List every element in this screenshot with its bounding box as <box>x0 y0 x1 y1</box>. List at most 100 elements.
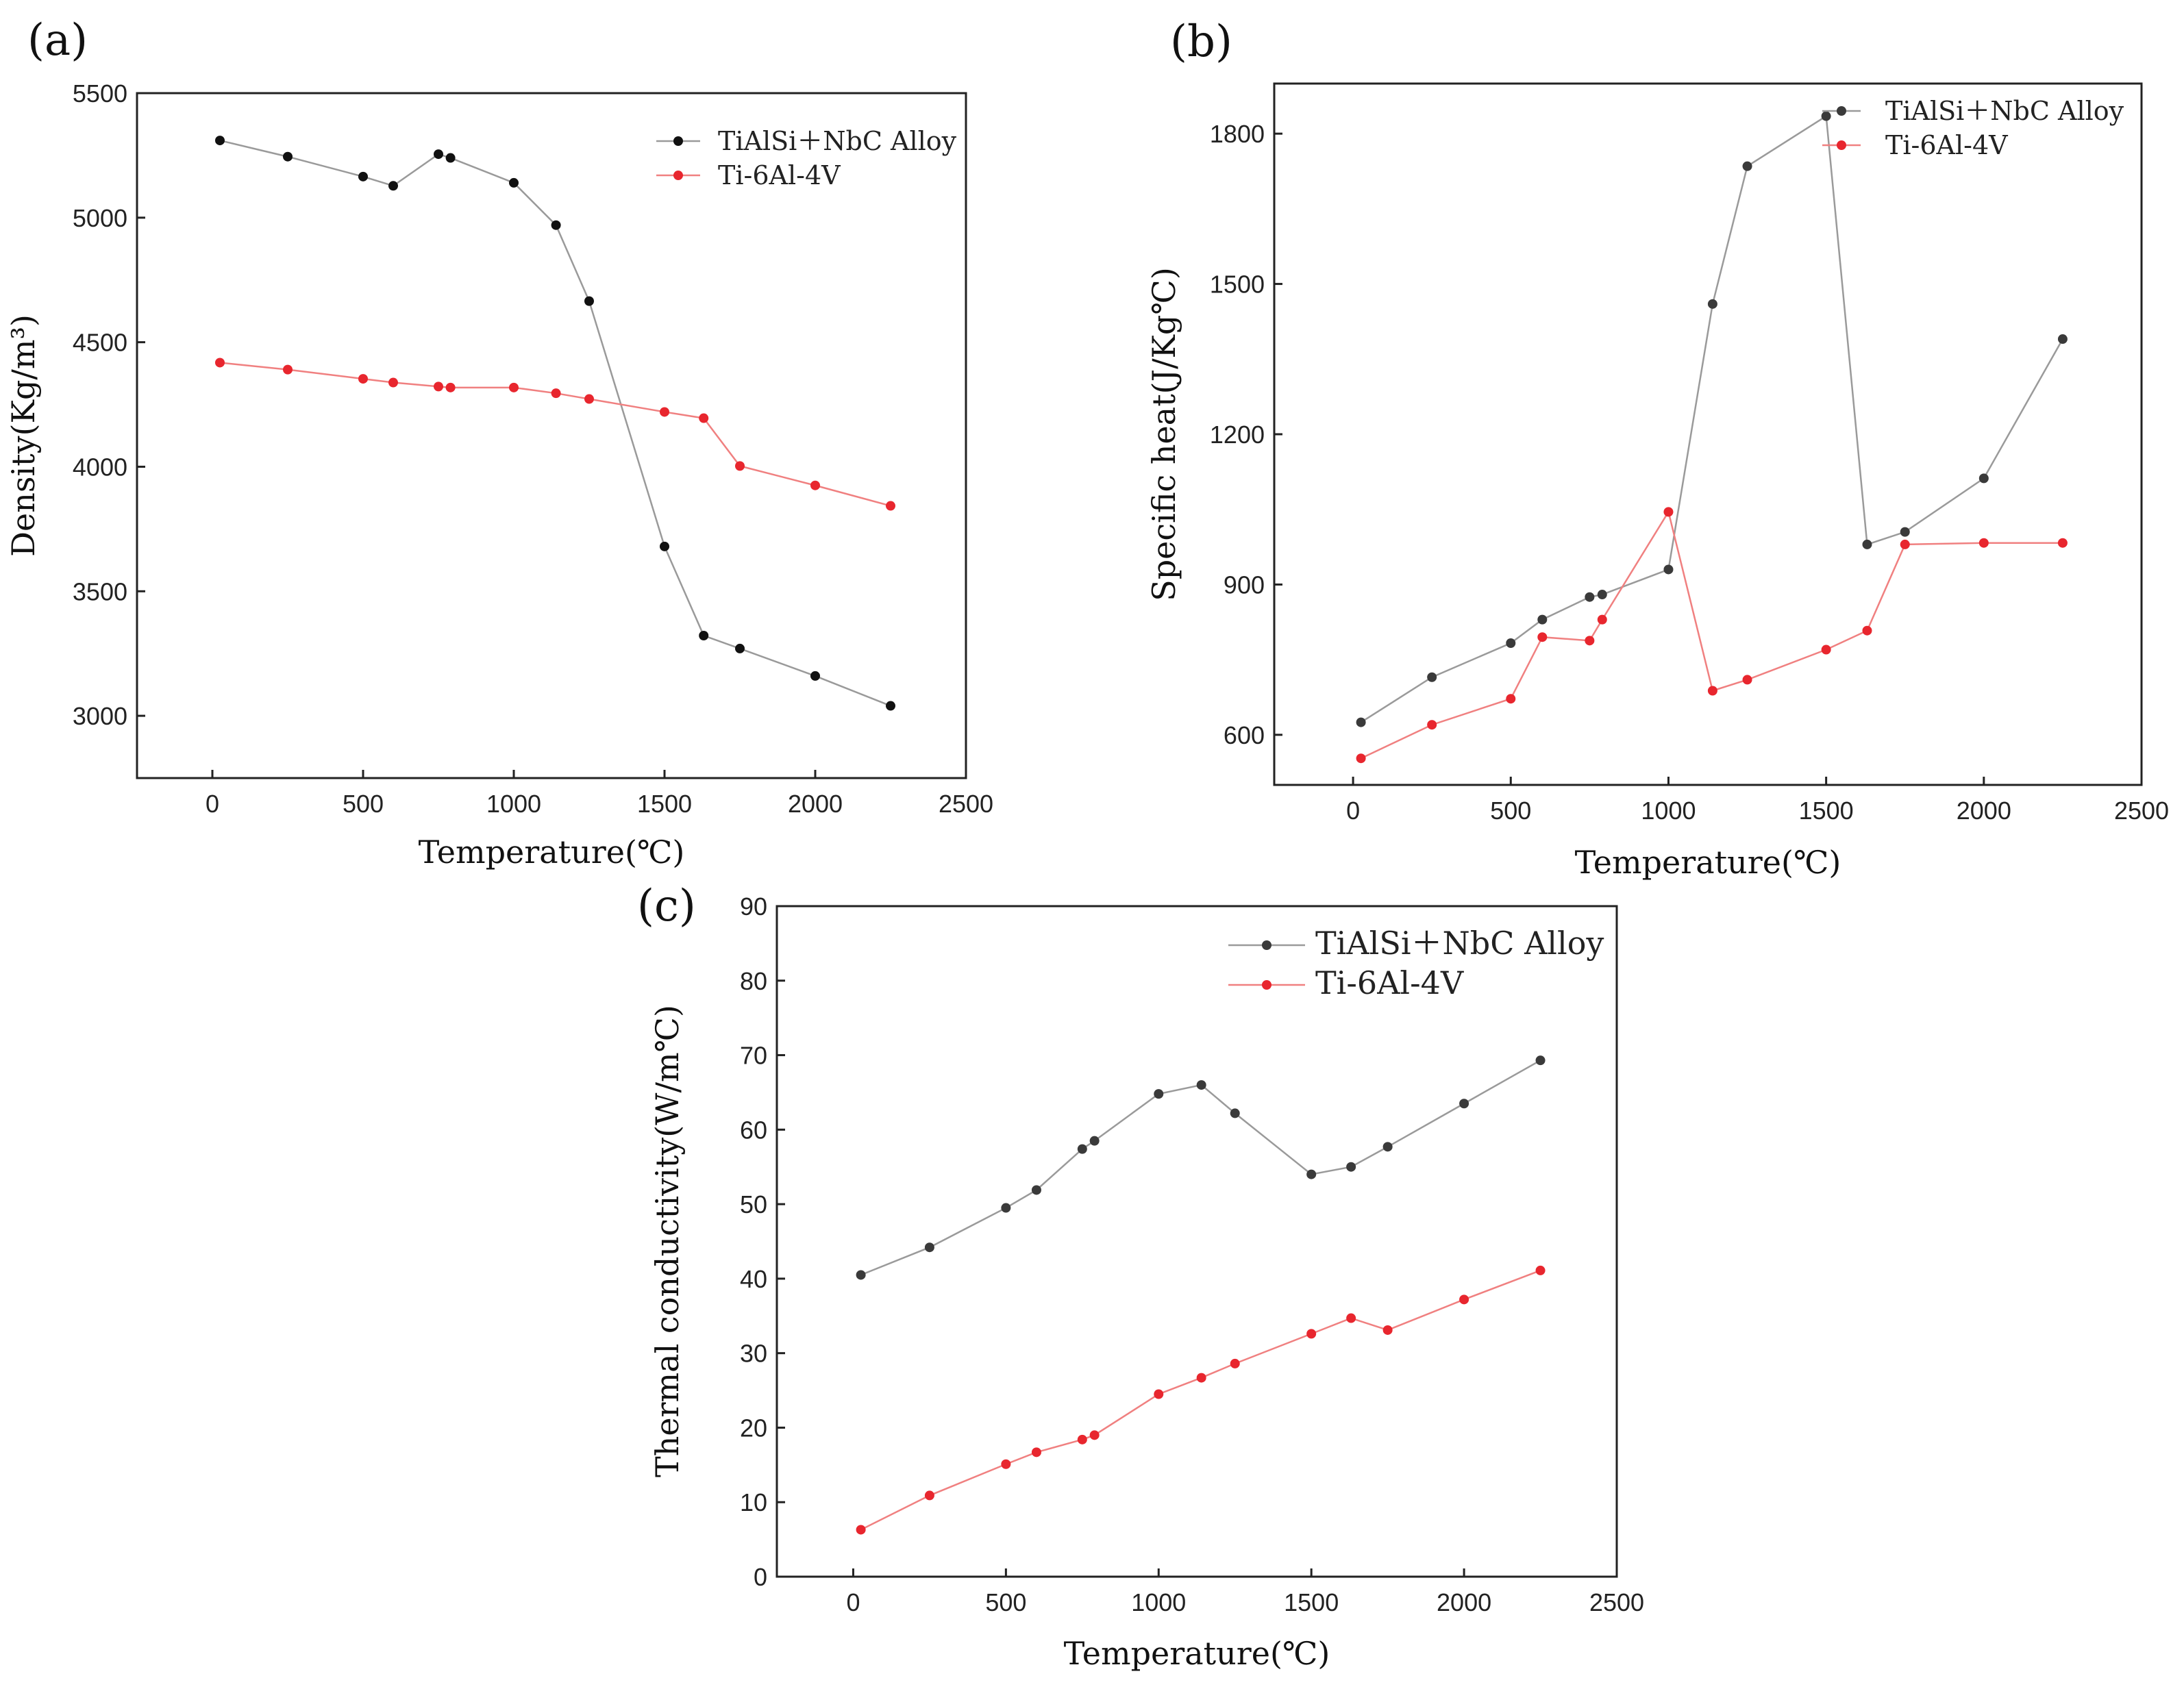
data-point-tialsi-nbc <box>924 1242 934 1253</box>
data-point-tialsi-nbc <box>283 151 293 162</box>
data-point-tialsi-nbc <box>1459 1099 1469 1109</box>
y-tick-label: 20 <box>740 1414 767 1442</box>
x-tick-label: 1500 <box>1284 1588 1339 1616</box>
data-point-tialsi-nbc <box>1862 539 1872 549</box>
y-tick-label: 4000 <box>73 453 127 481</box>
data-point-ti6al4v <box>1089 1430 1100 1440</box>
data-point-tialsi-nbc <box>1089 1136 1100 1146</box>
data-point-tialsi-nbc <box>699 631 709 640</box>
x-tick-label: 500 <box>985 1588 1026 1616</box>
data-point-ti6al4v <box>1031 1447 1041 1457</box>
panel-label: (a) <box>27 15 88 66</box>
y-tick-label: 600 <box>1224 721 1265 749</box>
y-tick-label: 3500 <box>73 577 127 605</box>
data-point-ti6al4v <box>1306 1329 1317 1339</box>
data-point-tialsi-nbc <box>1154 1089 1164 1099</box>
legend-label: TiAlSi＋NbC Alloy <box>1315 925 1604 962</box>
data-point-tialsi-nbc <box>509 177 519 188</box>
legend-label: TiAlSi＋NbC Alloy <box>718 126 957 156</box>
x-tick-label: 500 <box>1490 797 1531 825</box>
data-point-tialsi-nbc <box>1978 473 1989 484</box>
data-point-tialsi-nbc <box>551 220 561 230</box>
panel-label: (c) <box>637 881 696 931</box>
data-point-tialsi-nbc <box>388 181 398 191</box>
data-point-tialsi-nbc <box>1597 590 1607 600</box>
data-point-tialsi-nbc <box>1707 299 1717 309</box>
panel-c: 0 500 1000 1500 2000 2500 0 10 20 30 40 50 60 70 80 90 T… <box>637 881 1644 1672</box>
x-axis-title: Temperature(℃) <box>1064 1635 1330 1672</box>
data-point-tialsi-nbc <box>1001 1203 1011 1213</box>
data-point-ti6al4v <box>856 1525 866 1535</box>
y-axis-title: Specific heat(J/Kg℃) <box>1145 267 1182 601</box>
data-point-ti6al4v <box>1506 694 1516 704</box>
data-point-ti6al4v <box>1535 1265 1546 1275</box>
legend-marker <box>1262 980 1271 990</box>
x-tick-label: 1000 <box>1131 1588 1186 1616</box>
data-point-ti6al4v <box>2057 538 2068 548</box>
data-point-tialsi-nbc <box>1077 1144 1087 1154</box>
series-line-tialsi-nbc <box>1360 114 2063 723</box>
data-point-tialsi-nbc <box>1031 1185 1041 1195</box>
y-tick-label: 3000 <box>73 702 127 730</box>
x-axis-title: Temperature(℃) <box>419 834 685 871</box>
y-tick-label: 80 <box>740 967 767 995</box>
data-point-tialsi-nbc <box>856 1270 866 1280</box>
series-line-tialsi-nbc <box>860 1060 1541 1276</box>
data-point-ti6al4v <box>1346 1313 1356 1323</box>
data-point-ti6al4v <box>924 1490 934 1501</box>
x-tick-label: 1000 <box>486 790 541 818</box>
series-line-ti6al4v <box>860 1269 1541 1531</box>
data-point-ti6al4v <box>1230 1358 1240 1368</box>
data-point-ti6al4v <box>1356 753 1366 764</box>
data-point-ti6al4v <box>1427 720 1437 730</box>
data-point-ti6al4v <box>1001 1459 1011 1469</box>
data-point-tialsi-nbc <box>1356 717 1366 727</box>
data-point-tialsi-nbc <box>1663 564 1674 575</box>
data-point-tialsi-nbc <box>1537 614 1548 625</box>
data-point-ti6al4v <box>660 407 669 417</box>
x-tick-label: 0 <box>1346 797 1360 825</box>
y-tick-label: 1200 <box>1210 421 1265 449</box>
y-axis-title: Density(Kg/m³) <box>5 314 42 557</box>
plot-frame <box>136 92 967 779</box>
data-point-ti6al4v <box>735 461 745 471</box>
y-tick-label: 5000 <box>73 204 127 232</box>
data-point-tialsi-nbc <box>1427 672 1437 682</box>
x-tick-label: 1500 <box>637 790 692 818</box>
data-point-ti6al4v <box>1707 686 1717 696</box>
y-tick-label: 0 <box>754 1563 767 1591</box>
data-point-ti6al4v <box>551 388 561 399</box>
y-axis-title: Thermal conductivity(W/m℃) <box>649 1005 686 1477</box>
data-point-ti6al4v <box>699 413 709 423</box>
data-point-tialsi-nbc <box>1382 1142 1393 1152</box>
data-point-ti6al4v <box>584 394 594 404</box>
data-point-ti6al4v <box>388 377 398 388</box>
plot-frame <box>775 905 1618 1578</box>
y-tick-label: 900 <box>1224 571 1265 599</box>
data-point-tialsi-nbc <box>434 149 443 160</box>
y-tick-label: 90 <box>740 892 767 921</box>
data-point-tialsi-nbc <box>886 701 895 711</box>
data-point-ti6al4v <box>1862 625 1872 636</box>
data-point-tialsi-nbc <box>1346 1162 1356 1172</box>
x-tick-label: 500 <box>343 790 384 818</box>
data-point-tialsi-nbc <box>1306 1169 1317 1179</box>
data-point-ti6al4v <box>1978 538 1989 548</box>
y-tick-label: 70 <box>740 1042 767 1070</box>
x-tick-label: 0 <box>846 1588 860 1616</box>
y-tick-label: 10 <box>740 1488 767 1516</box>
data-point-tialsi-nbc <box>660 541 669 551</box>
data-point-ti6al4v <box>445 382 456 392</box>
data-point-tialsi-nbc <box>1821 111 1831 121</box>
data-point-ti6al4v <box>283 364 293 375</box>
x-tick-label: 1500 <box>1799 797 1854 825</box>
panel-b: 0 500 1000 1500 2000 2500 600 900 1200 1500 1800 Ti… <box>1145 16 2169 881</box>
data-point-ti6al4v <box>1154 1389 1164 1399</box>
series-line-tialsi-nbc <box>219 139 891 707</box>
data-point-ti6al4v <box>215 358 225 368</box>
data-point-ti6al4v <box>810 480 820 490</box>
data-point-tialsi-nbc <box>1230 1108 1240 1118</box>
data-point-tialsi-nbc <box>810 671 820 681</box>
x-tick-label: 2000 <box>788 790 843 818</box>
